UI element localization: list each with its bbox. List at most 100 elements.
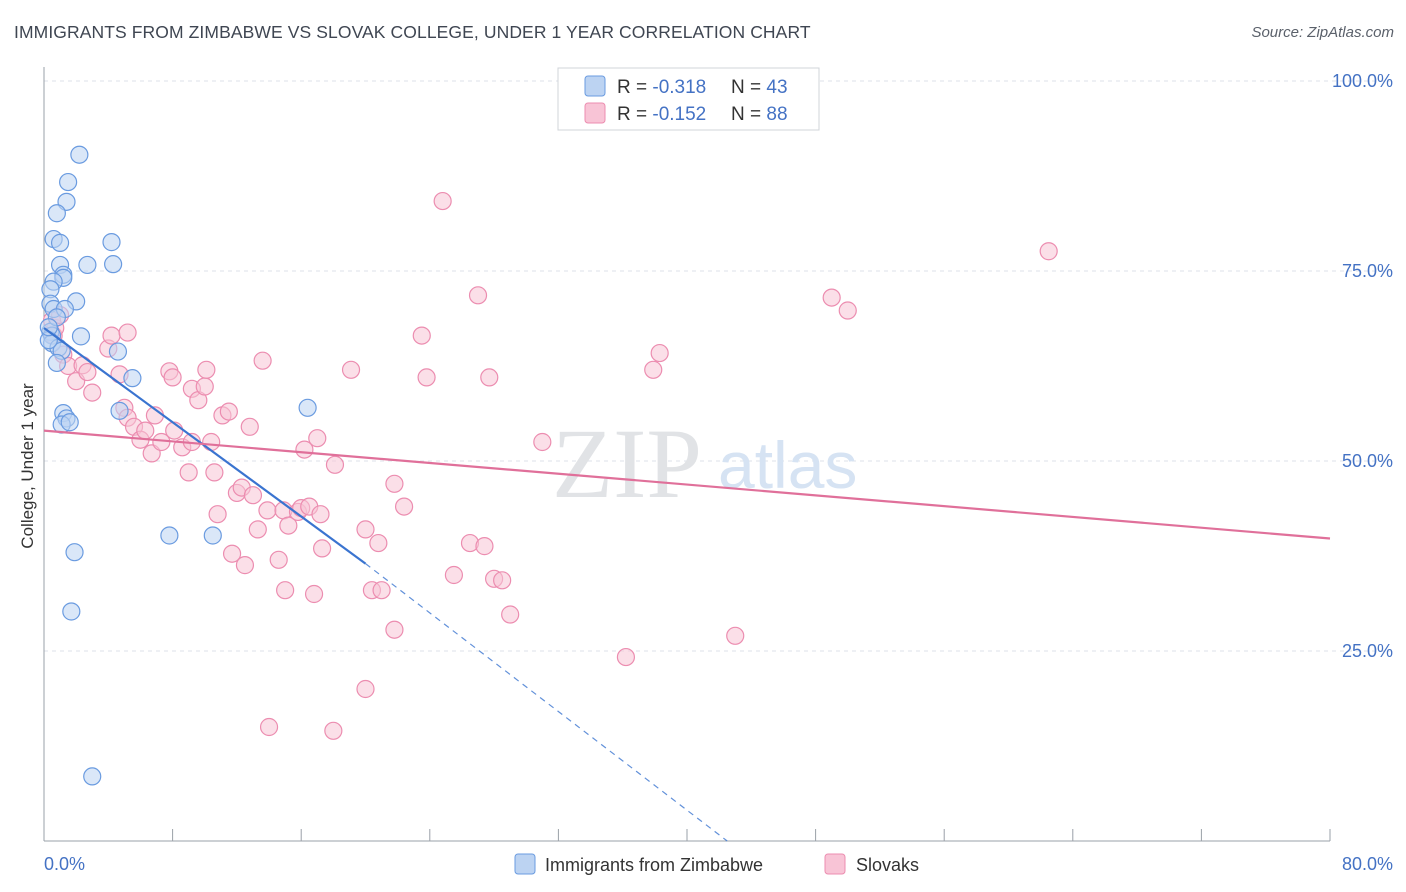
watermark-atlas: atlas [718, 428, 857, 502]
slovaks-point-32 [202, 432, 221, 452]
slovaks-point-18 [136, 421, 155, 440]
slovaks-point-80 [616, 647, 636, 667]
zimbabwe-point-40 [83, 767, 102, 786]
slovaks-point-88 [324, 721, 343, 740]
zimbabwe-point-8 [78, 255, 97, 275]
legend-r-label-pink: R = [617, 104, 652, 125]
slovaks-point-31 [197, 360, 216, 379]
slovaks-point-57 [312, 539, 332, 558]
slovaks-points [42, 191, 1058, 740]
zimbabwe-points [39, 145, 317, 786]
slovaks-point-62 [369, 533, 388, 553]
zimbabwe-point-9 [104, 255, 123, 274]
zimbabwe-point-24 [71, 327, 91, 346]
slovaks-point-78 [501, 605, 520, 624]
zimbabwe-point-35 [298, 398, 317, 417]
x-tick-label-max: 80.0% [1342, 854, 1393, 874]
slovaks-point-86 [1039, 242, 1058, 261]
bottom-legend-swatch-blue [514, 853, 536, 875]
legend-r-value-pink: -0.152 [652, 104, 706, 125]
legend-n-label-pink: N = [731, 104, 766, 125]
slovaks-point-54 [304, 584, 324, 604]
bottom-legend-label-pink: Slovaks [856, 855, 919, 875]
watermark-zip: ZIP [552, 408, 702, 519]
slovaks-point-23 [163, 368, 182, 387]
zimbabwe-point-3 [47, 204, 66, 223]
legend-box: R = -0.318 N = 43 R = -0.152 N = 88 [557, 67, 820, 131]
slovaks-point-59 [341, 360, 361, 379]
slovaks-point-55 [308, 429, 327, 448]
slovaks-point-33 [205, 463, 224, 482]
slovaks-point-70 [433, 191, 452, 211]
zimbabwe-trend-extension [365, 563, 728, 842]
slovaks-point-77 [493, 571, 512, 590]
source-label: Source: ZipAtlas.com [1251, 24, 1394, 41]
slovaks-point-42 [243, 486, 263, 505]
zimbabwe-point-37 [203, 526, 222, 545]
slovaks-point-49 [279, 516, 298, 535]
legend-n-label-blue: N = [731, 77, 766, 98]
svg-text:R = -0.318: R = -0.318 [617, 77, 706, 98]
slovaks-point-75 [480, 368, 499, 387]
slovaks-trend-line [43, 429, 1331, 540]
slovaks-point-37 [222, 544, 242, 563]
slovaks-point-30 [195, 377, 214, 396]
slovaks-point-66 [385, 620, 404, 639]
legend-r-label-blue: R = [617, 77, 652, 98]
slovaks-point-64 [372, 581, 391, 600]
zimbabwe-point-1 [59, 172, 78, 192]
svg-text:N = 43: N = 43 [731, 77, 788, 98]
zimbabwe-point-36 [160, 526, 179, 545]
slovaks-point-71 [444, 565, 464, 585]
slovaks-point-41 [240, 417, 259, 436]
zimbabwe-point-6 [102, 233, 121, 252]
slovaks-point-60 [356, 520, 375, 539]
bottom-legend: Immigrants from Zimbabwe Slovaks [514, 853, 919, 875]
legend-r-value-blue: -0.318 [652, 77, 706, 98]
zimbabwe-point-26 [39, 318, 58, 337]
slovaks-point-45 [258, 501, 277, 520]
slovaks-point-36 [219, 402, 238, 421]
slovaks-point-58 [325, 455, 345, 474]
y-tick-label-2: 50.0% [1342, 451, 1393, 471]
bottom-legend-swatch-pink [824, 853, 846, 875]
slovaks-point-26 [179, 463, 198, 482]
zimbabwe-point-33 [60, 413, 79, 432]
svg-text:R = -0.152: R = -0.152 [617, 104, 706, 125]
zimbabwe-point-39 [62, 602, 81, 621]
slovaks-point-9 [83, 383, 102, 402]
zimbabwe-point-29 [123, 369, 142, 388]
zimbabwe-point-28 [47, 353, 66, 373]
slovaks-point-12 [118, 323, 137, 342]
slovaks-point-61 [356, 679, 375, 699]
slovaks-point-84 [822, 288, 841, 307]
legend-n-value-blue: 43 [766, 77, 787, 98]
axes [43, 67, 1331, 842]
trend-lines [43, 327, 1331, 842]
zimbabwe-point-5 [50, 233, 70, 252]
slovaks-point-34 [208, 505, 227, 524]
slovaks-point-74 [475, 537, 494, 556]
slovaks-point-83 [726, 626, 745, 645]
y-tick-label-1: 75.0% [1342, 261, 1393, 281]
chart-title: IMMIGRANTS FROM ZIMBABWE VS SLOVAK COLLE… [14, 22, 811, 42]
bottom-legend-label-blue: Immigrants from Zimbabwe [545, 855, 763, 875]
slovaks-point-87 [259, 717, 279, 737]
slovaks-point-40 [235, 556, 255, 575]
zimbabwe-point-38 [65, 543, 84, 562]
svg-text:N = 88: N = 88 [731, 104, 788, 125]
slovaks-point-79 [533, 432, 552, 452]
zimbabwe-trend-line [43, 327, 367, 565]
slovaks-point-44 [253, 351, 272, 370]
slovaks-point-68 [412, 326, 431, 345]
slovaks-point-69 [417, 368, 436, 387]
zimbabwe-point-27 [108, 342, 128, 361]
slovaks-point-43 [248, 520, 267, 539]
zimbabwe-point-0 [70, 145, 89, 164]
slovaks-point-73 [468, 286, 488, 305]
x-tick-label-min: 0.0% [44, 854, 85, 874]
slovaks-point-67 [394, 497, 414, 516]
y-tick-label-0: 100.0% [1332, 71, 1393, 91]
legend-swatch-blue [584, 75, 606, 97]
